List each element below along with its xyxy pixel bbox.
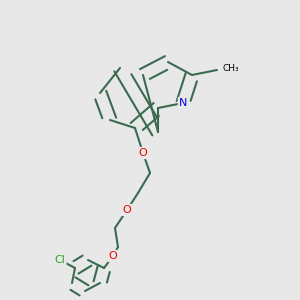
Text: O: O: [123, 205, 131, 215]
Text: N: N: [179, 98, 187, 108]
Text: Cl: Cl: [55, 255, 65, 265]
Text: CH₃: CH₃: [222, 64, 239, 73]
Text: O: O: [139, 148, 147, 158]
Text: O: O: [109, 251, 117, 261]
